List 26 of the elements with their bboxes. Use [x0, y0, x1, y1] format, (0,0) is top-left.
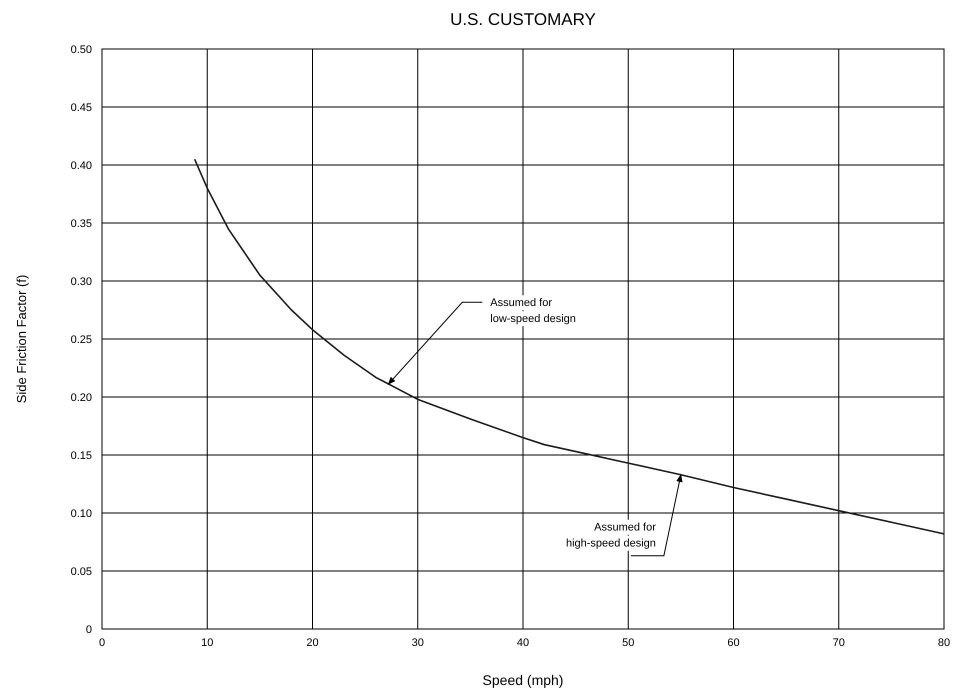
- y-axis-title: Side Friction Factor (f): [14, 274, 29, 404]
- y-tick-label: 0.45: [70, 102, 92, 114]
- x-tick-label: 30: [412, 637, 424, 649]
- y-tick-label: 0.20: [70, 392, 92, 404]
- y-tick-label: 0.40: [70, 160, 92, 172]
- annotation: Assumed for low-speed design: [490, 297, 576, 326]
- x-axis-title: Speed (mph): [482, 672, 564, 688]
- x-tick-label: 20: [306, 637, 319, 649]
- y-tick-label: 0.05: [70, 566, 92, 578]
- y-tick-label: 0.25: [70, 334, 92, 346]
- y-tick-label: 0.35: [70, 218, 92, 230]
- x-tick-label: 0: [98, 637, 106, 649]
- y-tick-label: 0: [86, 624, 92, 636]
- x-tick-label: 80: [938, 637, 950, 649]
- y-tick-label: 0.15: [70, 450, 92, 462]
- y-tick-label: 0.10: [70, 508, 92, 520]
- y-tick-label: 0.30: [70, 276, 92, 288]
- y-tick-label: 0.50: [70, 44, 92, 56]
- line-series: [194, 158, 945, 535]
- annotation: Assumed for high-speed design: [566, 522, 656, 550]
- x-tick-label: 60: [727, 637, 740, 649]
- x-tick-label: 70: [832, 637, 845, 649]
- x-tick-label: 40: [516, 637, 530, 649]
- x-tick-label: 10: [201, 637, 214, 649]
- chart-title: U.S. CUSTOMARY: [450, 10, 596, 29]
- x-tick-label: 50: [622, 637, 634, 649]
